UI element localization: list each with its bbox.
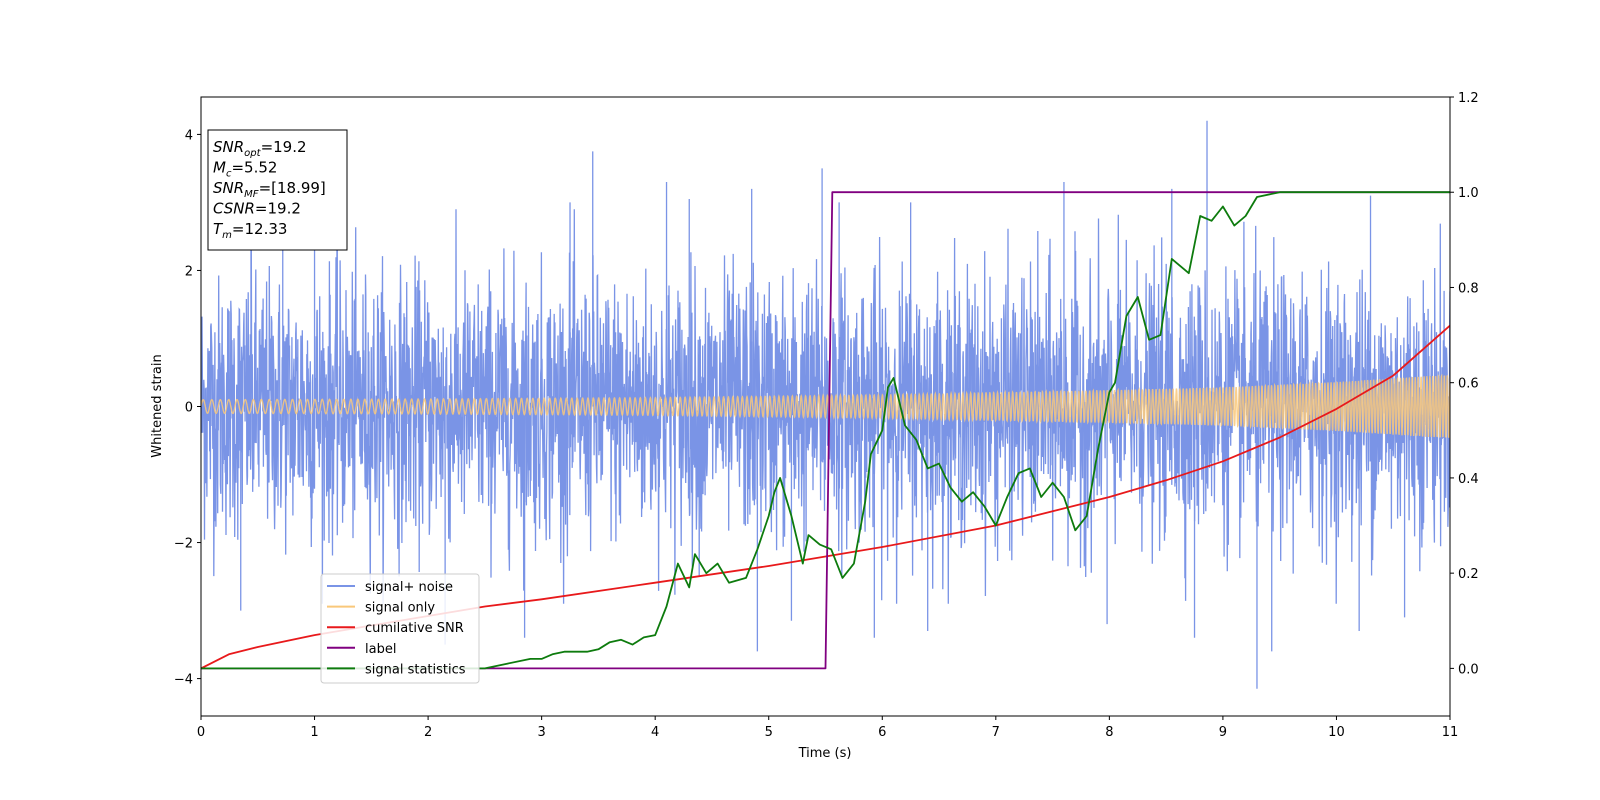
y2-tick-label: 1.0 (1458, 186, 1479, 201)
x-tick-label: 9 (1219, 725, 1227, 740)
series-signal-statistics (201, 191, 1450, 670)
y2-tick-label: 0.6 (1458, 377, 1479, 392)
annotation-line: SNRMF=[18.99] (213, 179, 326, 200)
y-axis-right: 0.0 0.2 0.4 0.6 0.8 1.0 1.2 (1450, 91, 1479, 677)
x-axis-label: Time (s) (798, 746, 852, 761)
annotation-line: SNRopt=19.2 (213, 138, 307, 159)
y-axis-left: −4 −2 0 2 4 (174, 128, 201, 688)
legend-label: label (365, 642, 396, 657)
legend-frame (320, 573, 480, 684)
annotation-frame (207, 129, 348, 251)
x-tick-label: 10 (1328, 725, 1345, 740)
legend-label: cumilative SNR (365, 621, 464, 636)
annotation-line: Mc=5.52 (213, 159, 277, 180)
x-tick-label: 0 (197, 725, 205, 740)
x-tick-label: 2 (424, 725, 432, 740)
legend-label: signal+ noise (365, 580, 453, 595)
y-tick-label: −2 (174, 537, 193, 552)
y2-tick-label: 0.0 (1458, 662, 1479, 677)
y2-tick-label: 0.4 (1458, 472, 1479, 487)
series-signal-only (201, 373, 1450, 438)
x-tick-label: 3 (537, 725, 545, 740)
noise-peaks (240, 120, 1406, 689)
x-tick-label: 11 (1442, 725, 1459, 740)
annotation-line: Tm=12.33 (213, 220, 287, 241)
y-tick-label: 4 (185, 128, 193, 143)
x-tick-label: 8 (1105, 725, 1113, 740)
x-tick-label: 6 (878, 725, 886, 740)
stats-annotation-box: SNRopt=19.2Mc=5.52SNRMF=[18.99]CSNR=19.2… (207, 129, 348, 251)
y-axis-label: Whitened strain (150, 354, 165, 457)
y2-tick-label: 0.8 (1458, 281, 1479, 296)
x-axis: 0 1 2 3 4 5 6 7 8 9 10 11 (197, 716, 1458, 740)
y2-tick-label: 1.2 (1458, 91, 1479, 106)
x-tick-label: 1 (310, 725, 318, 740)
y-tick-label: 0 (185, 401, 193, 416)
series-label (201, 191, 1450, 670)
x-tick-label: 7 (992, 725, 1000, 740)
y-tick-label: 2 (185, 264, 193, 279)
series-cumulative-snr (201, 324, 1450, 670)
x-tick-label: 4 (651, 725, 659, 740)
plot-area (201, 120, 1450, 689)
annotation-line: CSNR=19.2 (213, 200, 301, 218)
x-tick-label: 5 (765, 725, 773, 740)
legend-label: signal only (365, 601, 435, 616)
y2-tick-label: 0.2 (1458, 567, 1479, 582)
legend-label: signal statistics (365, 662, 466, 677)
y-tick-label: −4 (174, 673, 193, 688)
series-signal-noise (201, 209, 1450, 604)
legend: signal+ noise signal only cumilative SNR la… (320, 573, 480, 684)
